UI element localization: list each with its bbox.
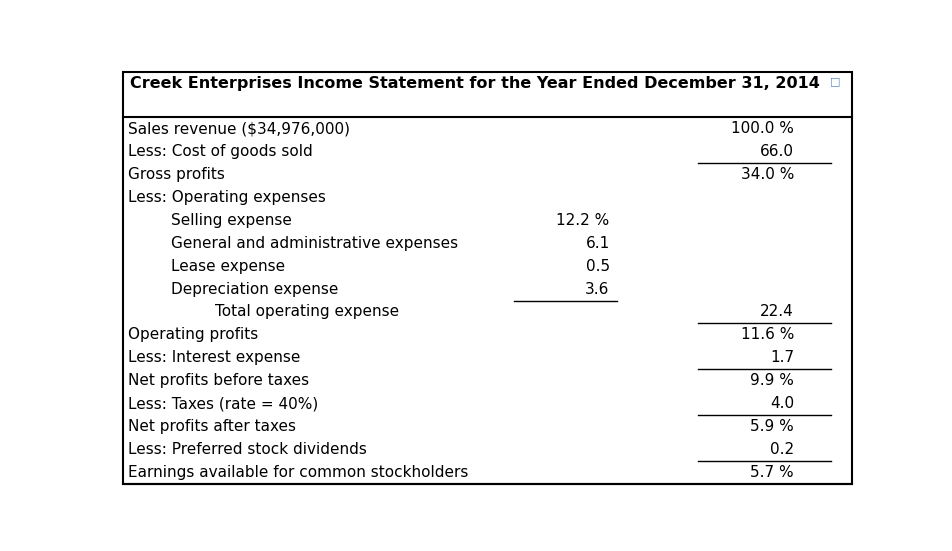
Text: Gross profits: Gross profits bbox=[128, 167, 225, 182]
Text: 11.6 %: 11.6 % bbox=[741, 327, 794, 342]
Text: Less: Interest expense: Less: Interest expense bbox=[128, 350, 300, 365]
Text: Sales revenue ($34,976,000): Sales revenue ($34,976,000) bbox=[128, 121, 349, 136]
Text: 34.0 %: 34.0 % bbox=[741, 167, 794, 182]
Text: Net profits after taxes: Net profits after taxes bbox=[128, 419, 296, 434]
Text: □: □ bbox=[830, 77, 841, 87]
Text: 0.5: 0.5 bbox=[585, 258, 609, 274]
Text: 6.1: 6.1 bbox=[585, 236, 609, 251]
Text: Total operating expense: Total operating expense bbox=[215, 305, 399, 320]
Text: 12.2 %: 12.2 % bbox=[556, 213, 609, 228]
Text: General and administrative expenses: General and administrative expenses bbox=[170, 236, 458, 251]
Text: 0.2: 0.2 bbox=[770, 442, 794, 457]
Text: Depreciation expense: Depreciation expense bbox=[170, 282, 338, 296]
Text: 1.7: 1.7 bbox=[770, 350, 794, 365]
Text: Selling expense: Selling expense bbox=[170, 213, 291, 228]
Text: 100.0 %: 100.0 % bbox=[731, 121, 794, 136]
Text: 22.4: 22.4 bbox=[761, 305, 794, 320]
Text: Less: Operating expenses: Less: Operating expenses bbox=[128, 190, 326, 205]
Text: Less: Cost of goods sold: Less: Cost of goods sold bbox=[128, 144, 312, 159]
Text: Less: Taxes (rate = 40%): Less: Taxes (rate = 40%) bbox=[128, 396, 318, 411]
Text: Lease expense: Lease expense bbox=[170, 258, 285, 274]
Text: 5.7 %: 5.7 % bbox=[750, 465, 794, 480]
Text: 9.9 %: 9.9 % bbox=[750, 374, 794, 388]
Text: Earnings available for common stockholders: Earnings available for common stockholde… bbox=[128, 465, 468, 480]
Text: Operating profits: Operating profits bbox=[128, 327, 258, 342]
Text: Creek Enterprises Income Statement for the Year Ended December 31, 2014: Creek Enterprises Income Statement for t… bbox=[130, 76, 820, 91]
Text: Net profits before taxes: Net profits before taxes bbox=[128, 374, 309, 388]
Text: 3.6: 3.6 bbox=[585, 282, 609, 296]
Text: 5.9 %: 5.9 % bbox=[750, 419, 794, 434]
Text: 66.0: 66.0 bbox=[760, 144, 794, 159]
Text: Less: Preferred stock dividends: Less: Preferred stock dividends bbox=[128, 442, 367, 457]
Text: 4.0: 4.0 bbox=[770, 396, 794, 411]
